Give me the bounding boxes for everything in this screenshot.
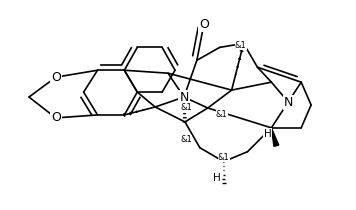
- Text: H: H: [263, 129, 271, 139]
- Text: &1: &1: [218, 153, 230, 162]
- Text: &1: &1: [235, 41, 246, 50]
- Text: H: H: [213, 173, 221, 182]
- Polygon shape: [271, 128, 279, 146]
- Text: &1: &1: [216, 110, 227, 119]
- Text: O: O: [51, 112, 61, 124]
- Text: O: O: [51, 71, 61, 84]
- Text: &1: &1: [180, 135, 192, 144]
- Text: &1: &1: [180, 104, 192, 113]
- Text: N: N: [179, 91, 189, 104]
- Text: N: N: [284, 96, 293, 109]
- Text: O: O: [199, 18, 209, 31]
